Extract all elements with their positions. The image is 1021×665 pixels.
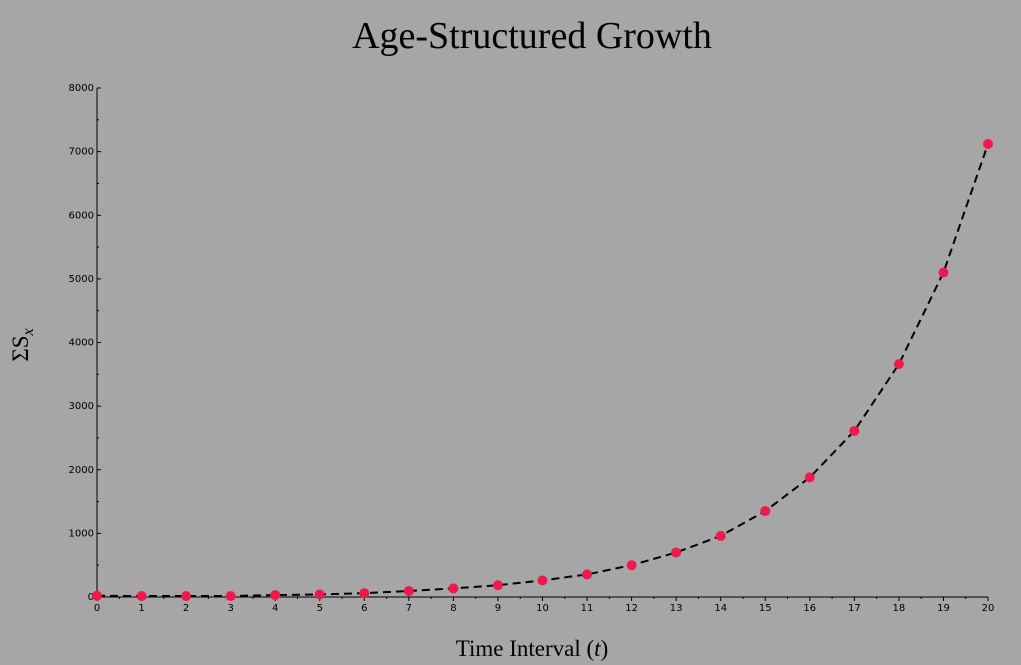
data-point [359, 588, 370, 599]
x-tick-label: 0 [94, 603, 100, 614]
data-point [225, 591, 236, 602]
x-axis-label-variable: t [594, 636, 601, 661]
x-axis-label-suffix: ) [601, 636, 609, 661]
y-tick-label: 6000 [69, 210, 94, 221]
data-point [314, 589, 325, 600]
x-tick-label: 15 [759, 603, 772, 614]
data-point [92, 590, 102, 601]
data-point [270, 590, 281, 601]
y-tick-label: 1000 [69, 528, 94, 539]
svg-text:ΣSx: ΣSx [8, 328, 37, 361]
data-point [671, 547, 682, 558]
y-tick-label: 4000 [69, 338, 94, 349]
y-tick-label: 2000 [69, 465, 94, 476]
x-axis-label: Time Interval (t) [456, 636, 608, 661]
data-point [938, 267, 949, 278]
x-tick-label: 13 [670, 603, 683, 614]
x-axis-label-prefix: Time Interval ( [456, 636, 594, 661]
data-point [893, 359, 904, 370]
data-point [181, 591, 192, 602]
x-tick-label: 14 [714, 603, 727, 614]
y-axis-label-main: ΣS [8, 335, 33, 361]
data-point [492, 580, 503, 591]
x-tick-label: 20 [982, 603, 995, 614]
series [92, 138, 993, 602]
y-tick-label: 5000 [69, 274, 94, 285]
x-tick-label: 2 [183, 603, 189, 614]
x-tick-label: 18 [893, 603, 906, 614]
x-tick-label: 7 [406, 603, 412, 614]
data-point [983, 138, 993, 149]
data-point [537, 575, 548, 586]
x-tick-label: 19 [937, 603, 950, 614]
data-point [448, 583, 459, 594]
y-axis-label: ΣSx [8, 328, 37, 361]
x-tick-label: 8 [450, 603, 456, 614]
data-point [582, 569, 593, 580]
data-point [136, 591, 147, 602]
y-tick-label: 3000 [69, 401, 94, 412]
data-point [804, 472, 815, 483]
data-point [715, 530, 726, 541]
y-tick-label: 7000 [69, 147, 94, 158]
x-tick-label: 4 [272, 603, 278, 614]
x-tick-label: 5 [317, 603, 323, 614]
x-tick-label: 9 [495, 603, 501, 614]
x-tick-label: 10 [536, 603, 549, 614]
y-tick-label: 8000 [69, 83, 94, 94]
x-tick-label: 12 [625, 603, 638, 614]
x-tick-label: 11 [581, 603, 594, 614]
data-point [403, 585, 414, 596]
x-tick-label: 6 [361, 603, 367, 614]
data-point [626, 560, 637, 571]
x-tick-label: 1 [138, 603, 144, 614]
x-tick-label: 17 [848, 603, 861, 614]
y-axis-label-subscript: x [20, 328, 37, 336]
chart-title: Age-Structured Growth [352, 15, 712, 57]
x-tick-label: 16 [803, 603, 816, 614]
x-tick-label: 3 [227, 603, 233, 614]
y-tick-label: 0 [88, 592, 94, 603]
data-point [849, 425, 860, 436]
data-point [760, 506, 771, 517]
ticks: 0 1 2 3 4 5 6 7 8 9 10 11 12 13 14 15 16 17 18 19 2001000200… [69, 83, 995, 614]
